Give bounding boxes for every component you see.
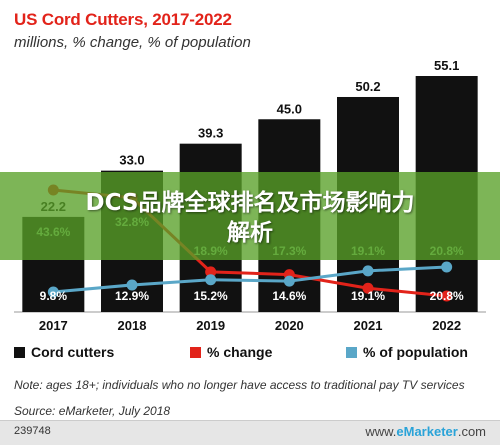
- point-population-2017: [47, 286, 59, 298]
- legend-swatch-change: [190, 346, 201, 358]
- label-population-2019: 15.2%: [194, 289, 228, 303]
- watermark-banner: DCS品牌全球排名及市场影响力 解析: [0, 172, 500, 260]
- brand-logo: www.eMarketer.com: [365, 424, 486, 439]
- line-population: [53, 265, 447, 294]
- brand-prefix: www.: [365, 424, 397, 439]
- legend-item-population: % of population: [346, 344, 468, 360]
- bar-label-2018: 33.0: [119, 153, 144, 168]
- point-population-2019: [205, 274, 217, 286]
- legend-item-change: % change: [190, 344, 272, 360]
- brand-suffix: .com: [457, 424, 486, 439]
- bar-label-2020: 45.0: [277, 101, 302, 116]
- legend-label-change: % change: [207, 344, 273, 360]
- watermark-line-1: DCS品牌全球排名及市场影响力: [85, 190, 415, 216]
- watermark-text: DCS品牌全球排名及市场影响力 解析: [0, 188, 500, 248]
- legend-swatch-population: [346, 346, 357, 358]
- chart-id: 239748: [14, 425, 51, 437]
- label-population-2021: 19.1%: [351, 289, 385, 303]
- x-tick-label-2017: 2017: [39, 318, 68, 333]
- point-change-2019: [205, 266, 217, 278]
- brand-main: eMarketer: [396, 424, 458, 439]
- point-population-2022: [441, 261, 453, 273]
- point-change-2022: [441, 290, 453, 302]
- footer-bar: 239748 www.eMarketer.com: [0, 420, 500, 445]
- label-population-2018: 12.9%: [115, 289, 149, 303]
- label-population-2022: 20.8%: [430, 289, 464, 303]
- legend-item-cord-cutters: Cord cutters: [14, 344, 114, 360]
- x-tick-label-2019: 2019: [196, 318, 225, 333]
- point-population-2020: [283, 275, 295, 287]
- point-population-2018: [126, 279, 138, 291]
- bar-label-2022: 55.1: [434, 58, 459, 73]
- bar-label-2019: 39.3: [198, 126, 223, 141]
- bar-line-chart: 22.233.039.345.050.255.12017201820192020…: [14, 58, 486, 333]
- watermark-line-2: 解析: [227, 220, 273, 246]
- label-population-2017: 9.8%: [40, 289, 68, 303]
- chart-title: US Cord Cutters, 2017-2022: [14, 10, 232, 29]
- x-tick-label-2021: 2021: [354, 318, 383, 333]
- label-population-2020: 14.6%: [272, 289, 306, 303]
- point-population-2021: [362, 265, 374, 277]
- x-tick-label-2018: 2018: [118, 318, 147, 333]
- chart-note: Note: ages 18+; individuals who no longe…: [14, 378, 465, 392]
- legend-label-population: % of population: [363, 344, 468, 360]
- legend-swatch-cord-cutters: [14, 346, 25, 358]
- chart-source: Source: eMarketer, July 2018: [14, 404, 171, 418]
- legend-label-cord-cutters: Cord cutters: [31, 344, 115, 360]
- chart-subtitle: millions, % change, % of population: [14, 34, 251, 51]
- x-tick-label-2020: 2020: [275, 318, 304, 333]
- x-tick-label-2022: 2022: [432, 318, 461, 333]
- bar-label-2021: 50.2: [355, 79, 380, 94]
- point-change-2021: [362, 282, 374, 294]
